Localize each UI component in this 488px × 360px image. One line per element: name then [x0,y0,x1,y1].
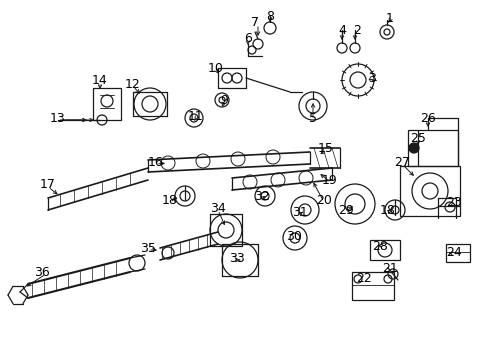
Text: 22: 22 [355,271,371,284]
Text: 3: 3 [367,72,375,85]
Text: 20: 20 [315,194,331,207]
Text: 29: 29 [337,203,353,216]
Text: 15: 15 [317,141,333,154]
Text: 5: 5 [308,112,316,125]
Text: 30: 30 [285,230,301,243]
Text: 17: 17 [40,179,56,192]
Bar [351,272,393,300]
Text: 8: 8 [265,9,273,22]
Bar [369,240,399,260]
Text: 2: 2 [352,23,360,36]
Text: 26: 26 [419,112,435,125]
Text: 6: 6 [244,31,251,45]
Text: 33: 33 [229,252,244,265]
Text: 23: 23 [445,195,461,208]
Bar [407,130,457,166]
Text: 13: 13 [50,112,66,125]
Bar [445,244,469,262]
Text: 24: 24 [445,246,461,258]
Text: 18: 18 [162,194,178,207]
Text: 10: 10 [207,62,224,75]
Text: 14: 14 [92,73,108,86]
Text: 28: 28 [371,239,387,252]
Text: 9: 9 [220,94,227,107]
Bar [399,166,459,216]
Text: 36: 36 [34,266,50,279]
Text: 4: 4 [337,23,345,36]
Text: 12: 12 [125,77,141,90]
Circle shape [408,143,418,153]
Text: 31: 31 [291,206,307,219]
Text: 32: 32 [254,189,269,202]
Text: 35: 35 [140,242,156,255]
Text: 21: 21 [381,261,397,274]
Text: 19: 19 [322,174,337,186]
Text: 27: 27 [393,156,409,168]
Text: 25: 25 [409,131,425,144]
Text: 16: 16 [148,156,163,168]
Text: 34: 34 [210,202,225,215]
Text: 1: 1 [385,12,393,24]
Text: 7: 7 [250,15,259,28]
Text: 11: 11 [188,109,203,122]
Bar [93,88,121,120]
Text: 18: 18 [379,203,395,216]
